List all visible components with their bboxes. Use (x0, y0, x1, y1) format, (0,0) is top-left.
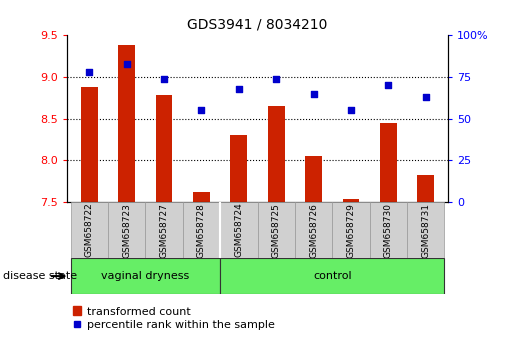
Text: GSM658729: GSM658729 (347, 202, 355, 258)
Point (85, 69, 94, 75)
Point (272, 76, 280, 81)
Title: GDS3941 / 8034210: GDS3941 / 8034210 (187, 17, 328, 32)
Bar (145, 202, 183, 258)
Text: GSM658722: GSM658722 (85, 203, 94, 257)
Text: GSM658726: GSM658726 (309, 202, 318, 258)
Point (235, 86, 243, 91)
Point (347, 108, 355, 113)
Bar (71, 202, 108, 258)
Bar (183, 202, 220, 258)
Point (421, 94, 430, 100)
Point (384, 82, 392, 88)
Bar (220, 202, 258, 258)
Text: GSM658730: GSM658730 (384, 202, 393, 258)
Bar (342, 199, 359, 202)
Bar (417, 175, 434, 202)
Bar (220, 258, 444, 294)
Bar (407, 202, 444, 258)
Bar (71, 258, 220, 294)
Bar (118, 45, 135, 202)
Bar (258, 202, 295, 258)
Text: vaginal dryness: vaginal dryness (101, 271, 190, 281)
Bar (193, 192, 210, 202)
Bar (230, 135, 247, 202)
Bar (108, 202, 145, 258)
Point (197, 108, 205, 113)
Bar (156, 95, 173, 202)
Bar (295, 202, 332, 258)
Text: GSM658723: GSM658723 (122, 202, 131, 258)
Bar (380, 123, 397, 202)
Bar (81, 87, 98, 202)
Text: control: control (313, 271, 352, 281)
Bar (305, 156, 322, 202)
Text: GSM658725: GSM658725 (272, 202, 281, 258)
Bar (268, 106, 285, 202)
Point (160, 76, 168, 81)
Text: GSM658728: GSM658728 (197, 202, 206, 258)
Text: GSM658724: GSM658724 (234, 203, 243, 257)
Text: disease state: disease state (3, 271, 77, 281)
Point (310, 91, 318, 97)
Legend: transformed count, percentile rank within the sample: transformed count, percentile rank withi… (73, 307, 275, 330)
Point (123, 61, 131, 67)
Text: GSM658727: GSM658727 (160, 202, 168, 258)
Bar (370, 202, 407, 258)
Bar (332, 202, 370, 258)
Text: GSM658731: GSM658731 (421, 202, 430, 258)
